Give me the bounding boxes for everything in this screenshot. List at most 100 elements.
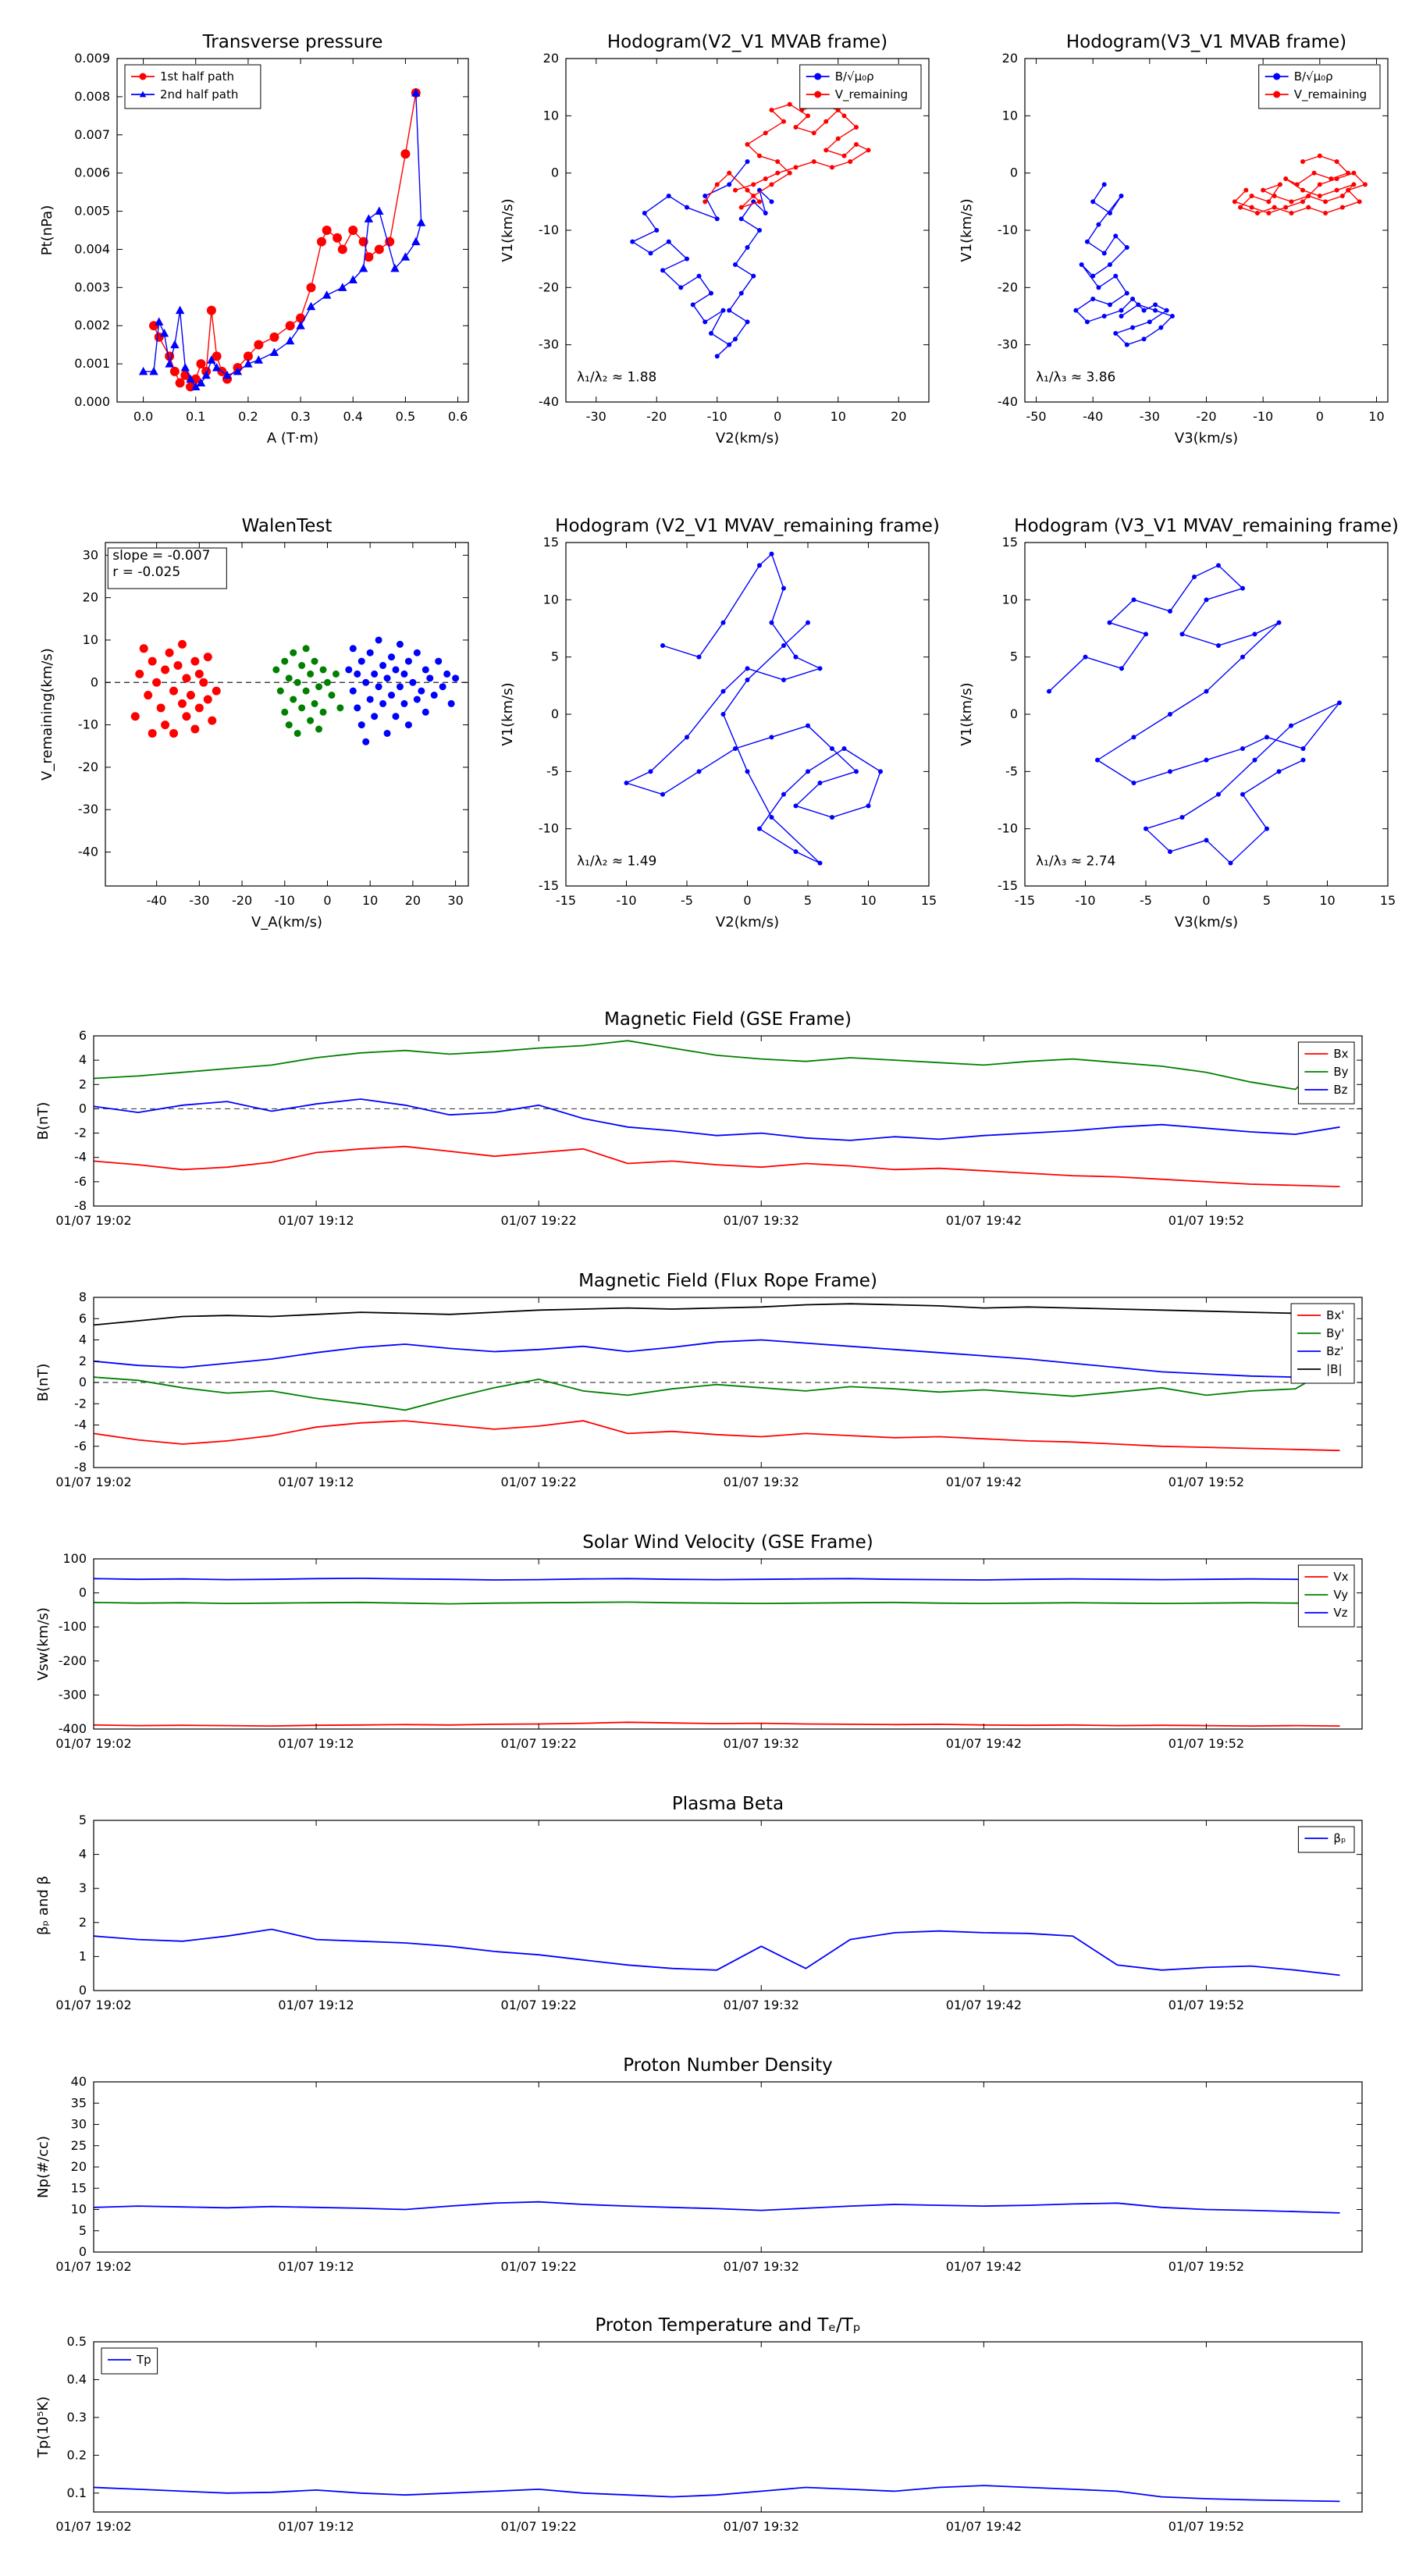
y-tick-label: 20: [71, 2159, 87, 2174]
y-tick-label: -8: [74, 1198, 87, 1213]
circle-marker: [1339, 194, 1345, 198]
y-tick-label: -20: [539, 279, 559, 294]
axes-frame: [93, 2341, 1363, 2513]
y-tick-label: 0: [1010, 165, 1018, 180]
y-tick-label: 10: [543, 108, 559, 123]
circle-marker: [1124, 245, 1129, 250]
circle-marker: [666, 239, 671, 244]
circle-marker: [319, 708, 327, 716]
triangle-marker: [201, 370, 211, 379]
x-tick-label: 01/07 19:12: [278, 1213, 354, 1228]
circle-marker: [422, 708, 429, 716]
circle-marker: [745, 159, 750, 164]
circle-marker: [1083, 654, 1088, 660]
circle-marker: [720, 688, 726, 694]
circle-marker: [1273, 73, 1281, 80]
y-tick-label: 20: [83, 590, 98, 605]
circle-marker: [733, 746, 738, 751]
y-tick-label: 30: [71, 2117, 87, 2132]
series-V_remaining: [704, 98, 870, 208]
circle-marker: [1147, 319, 1152, 325]
axes-frame: [93, 1035, 1363, 1207]
x-tick-label: 0.2: [238, 409, 258, 424]
circle-marker: [1300, 746, 1306, 751]
series-By: [94, 1040, 1341, 1091]
triangle-marker: [196, 378, 206, 387]
circle-marker: [1240, 746, 1245, 751]
circle-marker: [1216, 563, 1221, 568]
circle-marker: [745, 187, 750, 193]
circle-marker: [1204, 757, 1209, 763]
circle-marker: [769, 551, 774, 557]
circle-marker: [757, 563, 762, 568]
y-tick-label: 0: [79, 2244, 87, 2259]
circle-marker: [1090, 297, 1096, 301]
circle-marker: [1346, 187, 1351, 193]
circle-marker: [328, 692, 336, 699]
circle-marker: [733, 262, 738, 267]
x-tick-label: -30: [189, 893, 209, 908]
circle-marker: [190, 656, 200, 666]
triangle-marker: [306, 301, 316, 311]
x-tick-label: 0.5: [396, 409, 415, 424]
x-tick-label: 01/07 19:42: [946, 1998, 1022, 2012]
circle-marker: [371, 670, 379, 678]
proton-density-svg: Proton Number Density Np(#/cc) 01/07 19:02…: [35, 2055, 1363, 2274]
circle-marker: [306, 283, 316, 293]
x-tick-label: -30: [1140, 409, 1160, 424]
circle-marker: [781, 678, 786, 682]
annotation-text: λ₁/λ₂ ≈ 1.88: [577, 370, 656, 386]
circle-marker: [793, 654, 799, 660]
circle-marker: [757, 199, 762, 205]
annotation-box: [107, 547, 227, 589]
circle-marker: [1294, 182, 1300, 187]
circle-marker: [793, 125, 799, 130]
triangle-marker: [411, 88, 421, 97]
circle-marker: [738, 216, 744, 222]
y-tick-label: 0: [79, 1375, 87, 1389]
circle-marker: [1276, 620, 1282, 625]
circle-marker: [212, 351, 222, 361]
circle-marker: [1179, 632, 1185, 637]
circle-marker: [823, 148, 829, 153]
circle-marker: [714, 354, 720, 359]
legend-box: [1297, 1826, 1355, 1853]
circle-marker: [1362, 182, 1368, 187]
chart-title: Solar Wind Velocity (GSE Frame): [582, 1532, 873, 1553]
triangle-marker: [170, 340, 180, 349]
circle-marker: [447, 699, 455, 707]
circle-marker: [1238, 205, 1243, 210]
chart-title: Hodogram(V2_V1 MVAB frame): [607, 32, 887, 52]
axes-frame: [565, 542, 930, 887]
circle-marker: [323, 678, 331, 686]
circle-marker: [823, 119, 829, 124]
circle-marker: [345, 666, 353, 674]
circle-marker: [139, 73, 147, 80]
circle-marker: [745, 678, 750, 682]
circle-marker: [745, 142, 750, 147]
circle-marker: [763, 176, 768, 181]
y-axis-label: Np(#/cc): [35, 2136, 52, 2198]
x-tick-label: -20: [1196, 409, 1216, 424]
x-tick-label: 01/07 19:12: [278, 2259, 354, 2274]
circle-marker: [175, 378, 185, 388]
circle-marker: [357, 657, 365, 665]
circle-marker: [435, 657, 443, 665]
x-tick-label: 5: [1263, 893, 1271, 908]
y-tick-label: 0: [551, 165, 559, 180]
x-tick-label: 01/07 19:42: [946, 1475, 1022, 1489]
annotation-text: λ₁/λ₃ ≈ 3.86: [1036, 370, 1115, 386]
circle-marker: [841, 153, 847, 158]
circle-marker: [835, 136, 841, 141]
x-tick-label: -15: [1015, 893, 1035, 908]
y-tick-label: -10: [539, 821, 559, 836]
circle-marker: [375, 683, 382, 691]
circle-marker: [1289, 211, 1294, 215]
plasma-beta-svg: Plasma Beta βₚ and β 01/07 19:02 01/07 19:1…: [35, 1794, 1363, 2012]
legend-label: V_remaining: [1294, 87, 1368, 102]
y-tick-label: 2: [79, 1915, 87, 1930]
circle-marker: [362, 678, 370, 686]
x-tick-label: 0: [774, 409, 781, 424]
axes-frame: [116, 58, 469, 403]
circle-marker: [763, 211, 768, 215]
